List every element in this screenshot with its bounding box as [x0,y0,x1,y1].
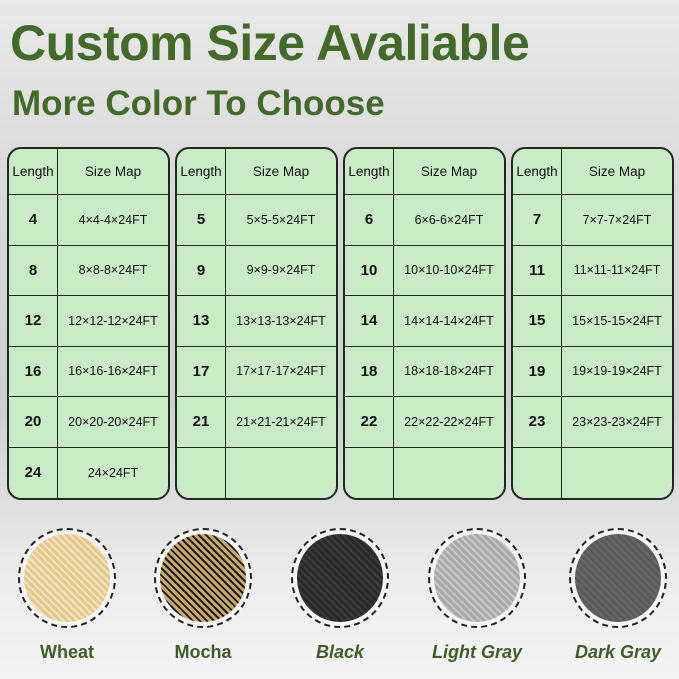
size-cell: 4×4-4×24FT [58,195,168,246]
size-cell: 17×17-17×24FT [226,347,336,397]
length-cell: 14 [345,296,394,347]
length-cell: 7 [513,195,562,246]
size-table: Length Size Map 4 4×4-4×24FT 8 8×8-8×24FT 12 12… [7,147,170,500]
color-label: Black [315,642,365,662]
length-cell: 9 [177,245,226,296]
length-header: Length [513,149,562,195]
color-label: Light Gray [431,642,522,662]
color-swatch-black [291,528,389,628]
size-cell: 19×19-19×24FT [562,347,672,397]
length-cell: 6 [345,195,394,246]
length-cell [345,447,394,498]
size-table: Length Size Map 5 5×5-5×24FT 9 9×9-9×24FT 13 13… [175,147,338,500]
size-cell [226,448,336,499]
color-label: Dark Gray [574,642,662,662]
size-cell: 16×16-16×24FT [58,347,168,397]
length-header: Length [9,149,58,195]
size-map-header: Size Map [226,149,336,195]
size-cell: 7×7-7×24FT [562,195,672,246]
length-cell [513,447,562,498]
length-cell: 5 [177,195,226,246]
size-cell: 5×5-5×24FT [226,195,336,246]
size-table: Length Size Map 7 7×7-7×24FT 11 11×11-11×24FT… [511,147,674,500]
color-swatch-dark-gray [569,528,667,628]
length-cell: 18 [345,346,394,397]
color-label: Wheat [40,642,94,662]
color-swatch-wheat [18,528,116,628]
size-map-header: Size Map [394,149,504,195]
size-map-header: Size Map [562,149,672,195]
size-cell [394,448,504,499]
length-cell: 11 [513,245,562,296]
length-cell: 12 [9,296,58,347]
size-cell: 9×9-9×24FT [226,246,336,296]
size-cell: 14×14-14×24FT [394,296,504,347]
length-cell: 15 [513,296,562,347]
size-cell: 20×20-20×24FT [58,397,168,448]
length-header: Length [177,149,226,195]
length-cell: 13 [177,296,226,347]
size-cell: 21×21-21×24FT [226,397,336,448]
color-swatch-mocha [154,528,252,628]
length-cell: 24 [9,447,58,498]
size-cell: 24×24FT [87,465,139,480]
size-cell: 23×23-23×24FT [562,397,672,448]
headline: Custom Size Avaliable [10,15,530,71]
length-cell: 22 [345,397,394,448]
size-table: Length Size Map 6 6×6-6×24FT 10 10×10-10×24FT… [343,147,506,500]
color-swatch-light-gray [428,528,526,628]
size-cell: 8×8-8×24FT [58,246,168,296]
length-cell: 4 [9,195,58,246]
size-map-header: Size Map [58,149,168,195]
length-cell: 19 [513,346,562,397]
length-cell: 17 [177,346,226,397]
size-cell: 11×11-11×24FT [562,246,672,296]
size-cell: 22×22-22×24FT [394,397,504,448]
length-cell: 20 [9,397,58,448]
length-header: Length [345,149,394,195]
size-cell: 13×13-13×24FT [226,296,336,347]
length-cell: 10 [345,245,394,296]
size-cell: 18×18-18×24FT [394,347,504,397]
size-cell: 6×6-6×24FT [394,195,504,246]
length-cell: 23 [513,397,562,448]
color-label: Mocha [174,642,232,662]
length-cell: 8 [9,245,58,296]
length-cell: 16 [9,346,58,397]
subheadline: More Color To Choose [12,84,385,123]
length-cell: 21 [177,397,226,448]
size-cell: 12×12-12×24FT [58,296,168,347]
size-cell [562,448,672,499]
length-cell [177,447,226,498]
size-cell: 15×15-15×24FT [562,296,672,347]
size-cell: 10×10-10×24FT [394,246,504,296]
